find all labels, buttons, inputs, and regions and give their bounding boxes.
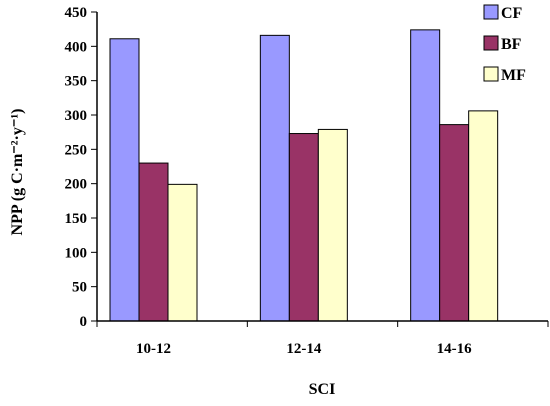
legend: CF BF MF xyxy=(483,4,526,84)
bar-cf-14-16 xyxy=(410,29,441,322)
y-tick-label-200: 200 xyxy=(65,177,88,193)
bar-cf-12-14 xyxy=(259,34,290,322)
y-tick-label-50: 50 xyxy=(72,280,87,296)
x-axis-title: SCI xyxy=(309,381,336,398)
y-tick-label-0: 0 xyxy=(80,314,88,330)
legend-label-mf: MF xyxy=(501,67,526,84)
legend-swatch-bf xyxy=(483,35,499,51)
bar-bf-14-16 xyxy=(439,124,470,322)
legend-swatch-mf xyxy=(483,66,499,82)
legend-label-bf: BF xyxy=(501,36,522,53)
bars-layer xyxy=(109,29,499,322)
y-axis-title: NPP (g C·m⁻²·y⁻¹) xyxy=(9,109,26,236)
bar-cf-10-12 xyxy=(109,38,140,322)
y-tick-label-450: 450 xyxy=(65,5,88,21)
x-ticks-layer: 10-12 12-14 14-16 xyxy=(136,341,472,357)
y-tick-label-150: 150 xyxy=(65,211,88,227)
x-tick-label-14-16: 14-16 xyxy=(437,341,472,357)
y-ticks-layer: 0 50 100 150 200 250 300 350 400 450 xyxy=(65,5,97,330)
bar-mf-14-16 xyxy=(468,110,499,322)
legend-swatch-cf xyxy=(483,4,499,20)
y-tick-label-100: 100 xyxy=(65,245,88,261)
bar-bf-12-14 xyxy=(288,133,319,322)
x-tick-label-12-14: 12-14 xyxy=(286,341,321,357)
bar-mf-10-12 xyxy=(167,183,198,322)
axes-layer xyxy=(96,12,549,327)
y-tick-label-350: 350 xyxy=(65,74,88,90)
y-tick-label-400: 400 xyxy=(65,39,88,55)
bar-bf-10-12 xyxy=(138,162,169,322)
bar-mf-12-14 xyxy=(317,128,348,322)
x-tick-label-10-12: 10-12 xyxy=(136,341,171,357)
y-tick-label-250: 250 xyxy=(65,142,88,158)
legend-label-cf: CF xyxy=(501,5,523,22)
y-tick-label-300: 300 xyxy=(65,108,88,124)
